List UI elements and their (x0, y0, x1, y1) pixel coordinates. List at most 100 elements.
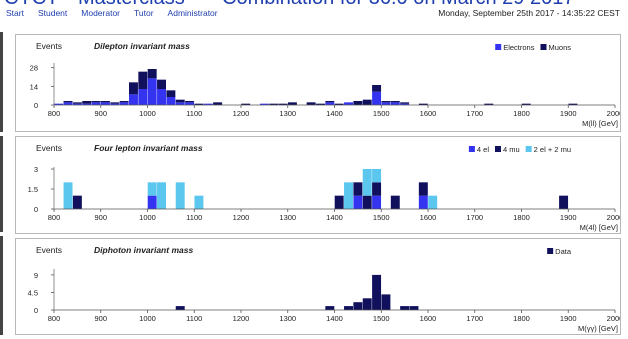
x-tick-label: 1700 (466, 109, 483, 118)
y-tick-label: 14 (30, 82, 38, 91)
bar-4-mu (390, 195, 400, 209)
bar-4-mu (362, 195, 372, 209)
bar-muons (63, 101, 73, 103)
x-tick-label: 1600 (420, 109, 437, 118)
bar-2-el-2-mu (362, 169, 372, 196)
x-tick-label: 1500 (373, 213, 390, 222)
bar-2-el-2-mu (147, 182, 157, 196)
x-tick-label: 1100 (186, 213, 202, 222)
chart-legend: Data (547, 247, 572, 256)
bar-electrons (344, 102, 353, 105)
x-tick-label: 1900 (560, 109, 577, 118)
bar-muons (147, 69, 157, 79)
x-tick-label: 1400 (326, 314, 343, 323)
bar-electrons (259, 103, 269, 105)
y-axis-label: Events (36, 41, 62, 51)
y-axis-label: Events (36, 143, 62, 153)
bar-data (325, 306, 335, 310)
bar-4-mu (372, 182, 382, 196)
bar-electrons (72, 103, 82, 105)
bar-muons (362, 99, 372, 105)
bar-muons (316, 103, 325, 105)
y-tick-label: 0 (34, 205, 38, 214)
bar-4-mu (334, 195, 344, 209)
bar-electrons (166, 97, 176, 105)
nav-moderator[interactable]: Moderator (81, 8, 121, 18)
bar-muons (568, 103, 578, 105)
bar-electrons (175, 102, 185, 105)
bar-muons (72, 102, 82, 104)
bar-data (381, 294, 391, 310)
x-tick-label: 1600 (420, 213, 437, 222)
bar-2-el-2-mu (428, 195, 438, 209)
bar-muons (418, 103, 428, 105)
y-tick-label: 9 (34, 271, 38, 280)
bar-electrons (372, 91, 382, 105)
nav-student[interactable]: Student (37, 8, 68, 18)
legend-label-2-el-2-mu: 2 el + 2 mu (534, 145, 571, 154)
bar-muons (110, 102, 120, 104)
bar-muons (278, 103, 288, 105)
datetime-stamp: Monday, September 25th 2017 - 14:35:22 C… (438, 8, 620, 18)
diphoton-chart: Events Diphoton invariant mass 0 4.5 9 800 900… (28, 245, 624, 333)
bar-2-el-2-mu (344, 182, 353, 209)
bar-4-el (418, 195, 428, 209)
bar-electrons (100, 102, 110, 105)
bar-electrons (381, 102, 391, 105)
legend-label-4-mu: 4 mu (503, 145, 520, 154)
bar-4-el (372, 195, 382, 209)
x-tick-label: 1300 (279, 213, 296, 222)
nav-start[interactable]: Start (6, 8, 24, 18)
x-tick-label: 1900 (560, 213, 577, 222)
bar-muons (119, 101, 129, 103)
bar-muons (287, 102, 297, 105)
left-edge (0, 30, 3, 335)
x-tick-label: 900 (94, 109, 107, 118)
bar-data (175, 306, 185, 310)
bar-muons (381, 101, 391, 103)
bar-data (400, 306, 410, 310)
y-tick-label: 0 (34, 306, 38, 315)
bar-electrons (157, 89, 166, 105)
nav-tutor[interactable]: Tutor (134, 8, 154, 18)
bar-2-el-2-mu (175, 182, 185, 209)
x-tick-label: 1400 (326, 109, 343, 118)
x-tick-label: 1300 (279, 314, 296, 323)
bar-muons (306, 102, 316, 105)
four-lepton-panel: Events Four lepton invariant mass 0 1.5 3 800… (15, 136, 623, 234)
left-edge-segment (0, 236, 3, 335)
bar-electrons (147, 78, 157, 105)
x-tick-label: 1000 (139, 314, 156, 323)
bar-muons (138, 71, 148, 89)
main-nav: Start Student Moderator Tutor Administra… (6, 8, 218, 18)
legend-label-data: Data (555, 247, 572, 256)
x-tick-label: 1800 (513, 109, 530, 118)
bar-electrons (325, 102, 335, 105)
chart-title: Diphoton invariant mass (94, 245, 193, 255)
x-axis-label: M(ll) [GeV] (582, 119, 618, 128)
bar-4-el (147, 195, 157, 209)
bar-4-mu (559, 195, 569, 209)
bar-electrons (82, 103, 92, 105)
bar-electrons (91, 102, 101, 105)
bar-muons (269, 103, 279, 105)
bar-muons (390, 101, 400, 103)
nav-administrator[interactable]: Administrator (167, 8, 218, 18)
x-tick-label: 1400 (326, 213, 343, 222)
bar-muons (213, 102, 223, 105)
dilepton-chart: Events Dilepton invariant mass 0 14 28 800 900… (30, 41, 624, 128)
y-tick-label: 1.5 (28, 185, 38, 194)
bar-muons (91, 101, 101, 103)
bar-muons (334, 103, 344, 105)
bar-data (409, 306, 419, 310)
diphoton-panel: Events Diphoton invariant mass 0 4.5 9 800 900… (15, 238, 624, 335)
y-tick-label: 0 (34, 101, 38, 110)
bar-data (372, 274, 382, 310)
chart-legend: Electrons Muons (495, 43, 571, 52)
bar-4-mu (353, 182, 363, 196)
bar-muons (521, 103, 531, 105)
x-tick-label: 1000 (139, 213, 156, 222)
bar-electrons (63, 102, 73, 105)
x-tick-label: 2000 (607, 314, 620, 323)
legend-label-electrons: Electrons (503, 43, 535, 52)
